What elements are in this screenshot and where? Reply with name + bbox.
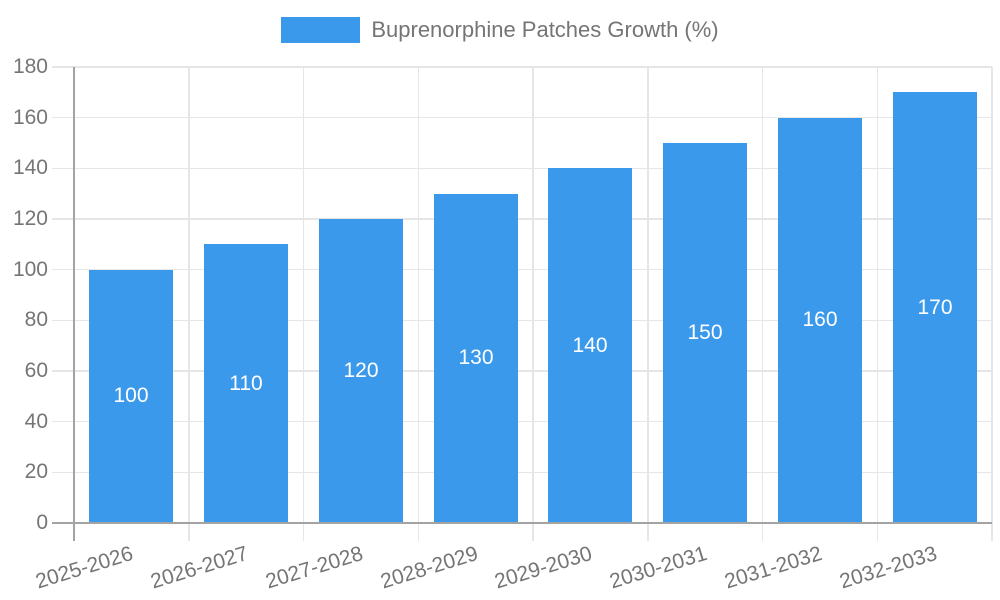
x-gridline (876, 67, 878, 541)
x-gridline (647, 67, 649, 541)
y-gridline (52, 167, 992, 170)
legend-label: Buprenorphine Patches Growth (%) (371, 17, 719, 42)
bar-value-label: 100 (113, 384, 149, 408)
bar-value-label: 120 (343, 359, 379, 382)
y-gridline (52, 319, 992, 322)
y-gridline (52, 471, 992, 474)
x-gridline (532, 67, 534, 541)
y-axis-tick-label: 0 (36, 511, 48, 534)
bar-value-label: 150 (687, 321, 723, 344)
y-gridline (52, 218, 992, 220)
y-gridline (52, 420, 992, 423)
y-axis-tick-label: 120 (12, 207, 48, 230)
bar-value-label: 140 (572, 333, 608, 357)
y-gridline (52, 66, 992, 68)
bar[interactable]: 100 (89, 269, 173, 523)
y-axis-tick-label: 100 (12, 257, 48, 281)
x-gridline (761, 67, 764, 541)
y-gridline (52, 116, 992, 119)
legend-swatch (281, 17, 361, 43)
bar[interactable]: 120 (319, 219, 403, 523)
y-axis-tick-label: 180 (12, 55, 48, 78)
y-axis-tick-label: 80 (24, 308, 48, 332)
y-axis-tick-label: 40 (24, 409, 48, 433)
bar[interactable]: 160 (778, 117, 862, 523)
chart-legend[interactable]: Buprenorphine Patches Growth (%) (0, 16, 1000, 44)
x-axis-line (52, 522, 992, 524)
y-gridline (52, 370, 992, 372)
y-axis-tick-label: 60 (24, 359, 48, 382)
x-gridline (302, 67, 305, 541)
bar[interactable]: 150 (663, 143, 747, 523)
bar[interactable]: 140 (548, 168, 632, 523)
bar-value-label: 160 (802, 308, 838, 332)
x-gridline (991, 67, 993, 541)
x-gridline (417, 67, 419, 541)
y-axis-tick-label: 20 (24, 460, 48, 484)
x-gridline (188, 67, 190, 541)
y-axis-line (73, 67, 75, 541)
bar-value-label: 130 (458, 346, 494, 370)
y-gridline (52, 268, 992, 271)
bar-value-label: 170 (917, 295, 953, 319)
bar[interactable]: 170 (893, 92, 977, 523)
bar[interactable]: 130 (434, 193, 518, 523)
bar-value-label: 110 (229, 371, 263, 395)
y-axis-tick-label: 140 (12, 156, 48, 180)
y-axis-tick-label: 160 (12, 105, 48, 129)
bar[interactable]: 110 (204, 244, 288, 523)
